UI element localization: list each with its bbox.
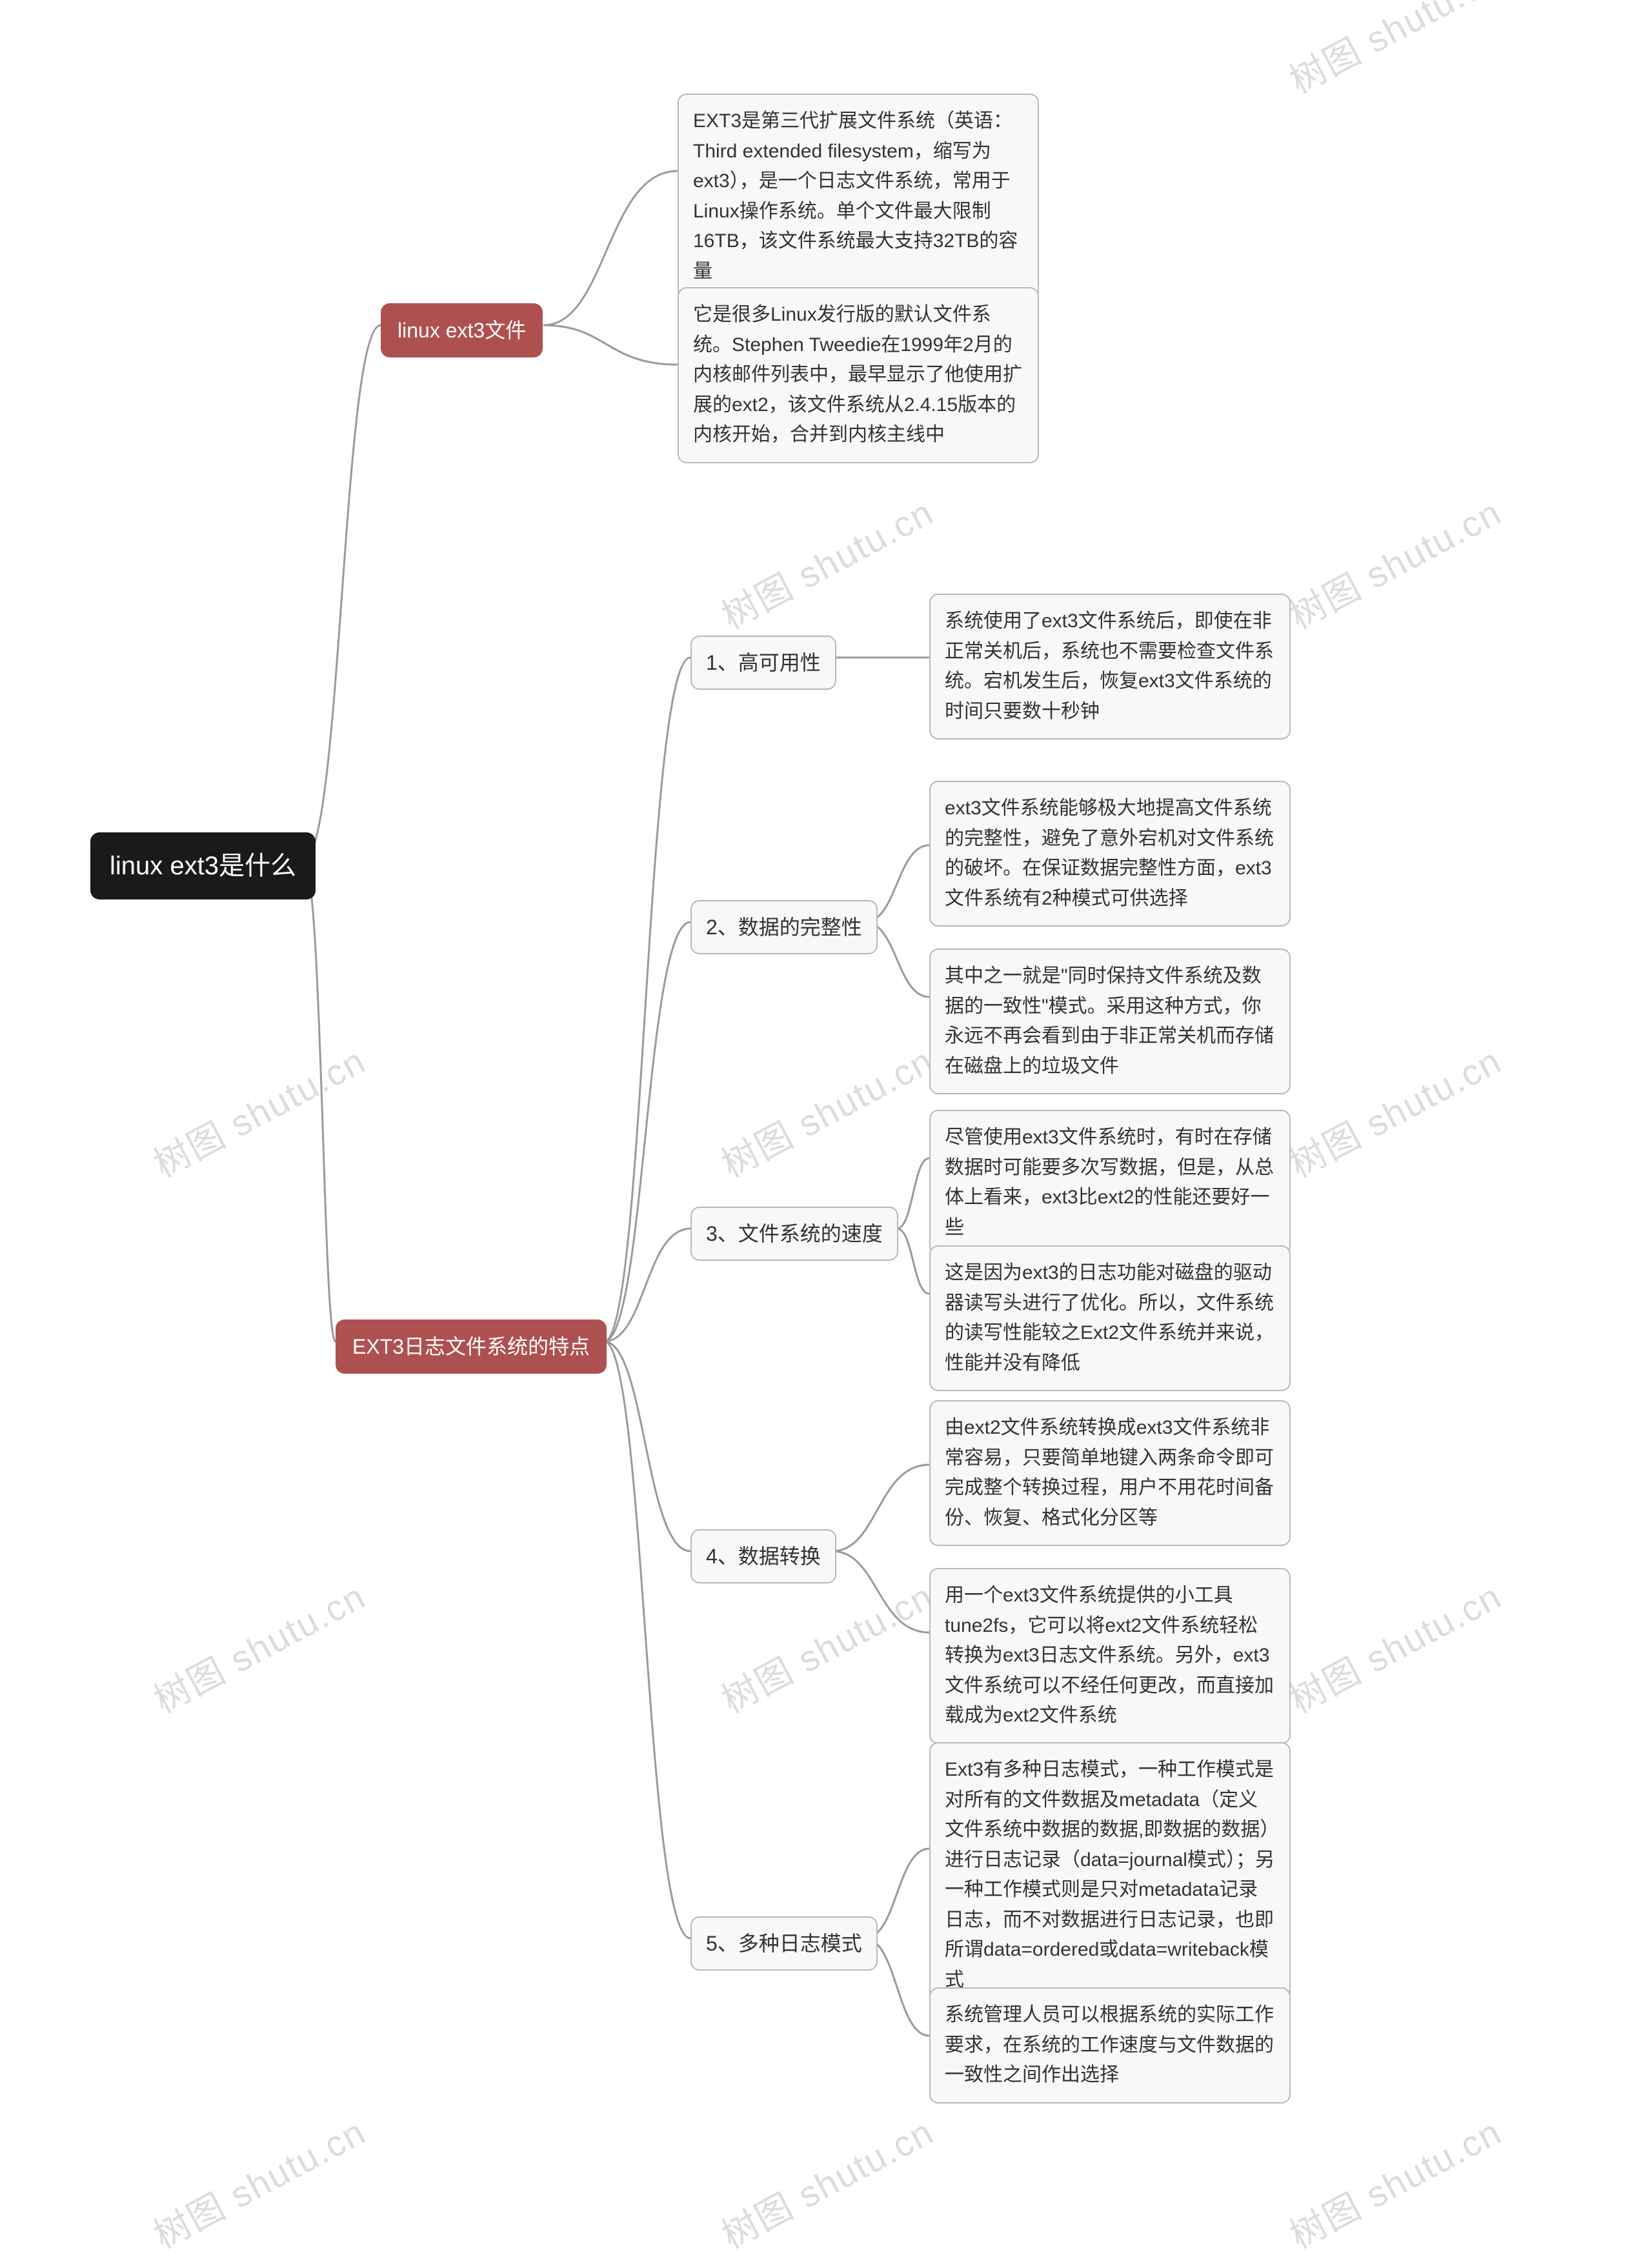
leaf-text: Ext3有多种日志模式，一种工作模式是对所有的文件数据及metadata（定义文… [945,1759,1274,1991]
watermark: 树图 shutu.cn [1279,0,1509,104]
leaf-text: 这是因为ext3的日志功能对磁盘的驱动器读写头进行了优化。所以，文件系统的读写性… [945,1262,1274,1374]
leaf-node[interactable]: 它是很多Linux发行版的默认文件系统。Stephen Tweedie在1999… [678,287,1039,463]
sub-availability[interactable]: 1、高可用性 [690,636,836,690]
root-node[interactable]: linux ext3是什么 [90,832,316,899]
branch-label: linux ext3文件 [398,319,526,342]
sub-label: 1、高可用性 [706,651,821,674]
watermark: 树图 shutu.cn [143,1032,374,1188]
leaf-text: ext3文件系统能够极大地提高文件系统的完整性，避免了意外宕机对文件系统的破坏。… [945,798,1274,909]
leaf-node[interactable]: 用一个ext3文件系统提供的小工具tune2fs，它可以将ext2文件系统轻松转… [929,1568,1291,1744]
watermark: 树图 shutu.cn [143,1568,374,1723]
watermark: 树图 shutu.cn [1279,484,1509,639]
leaf-text: 尽管使用ext3文件系统时，有时在存储数据时可能要多次写数据，但是，从总体上看来… [945,1127,1274,1238]
leaf-text: 系统管理人员可以根据系统的实际工作要求，在系统的工作速度与文件数据的一致性之间作… [945,2004,1274,2085]
sub-convert[interactable]: 4、数据转换 [690,1529,836,1583]
leaf-node[interactable]: ext3文件系统能够极大地提高文件系统的完整性，避免了意外宕机对文件系统的破坏。… [929,781,1291,927]
watermark: 树图 shutu.cn [1279,1568,1509,1723]
watermark: 树图 shutu.cn [711,484,942,639]
leaf-node[interactable]: 其中之一就是"同时保持文件系统及数据的一致性"模式。采用这种方式，你永远不再会看… [929,949,1291,1094]
leaf-node[interactable]: Ext3有多种日志模式，一种工作模式是对所有的文件数据及metadata（定义文… [929,1742,1291,2008]
sub-label: 3、文件系统的速度 [706,1222,883,1245]
watermark: 树图 shutu.cn [143,2103,374,2259]
sub-label: 5、多种日志模式 [706,1932,862,1955]
watermark: 树图 shutu.cn [711,1568,942,1723]
sub-speed[interactable]: 3、文件系统的速度 [690,1207,898,1261]
sub-journal-modes[interactable]: 5、多种日志模式 [690,1916,878,1971]
sub-integrity[interactable]: 2、数据的完整性 [690,900,878,954]
leaf-text: EXT3是第三代扩展文件系统（英语：Third extended filesys… [693,110,1018,282]
leaf-node[interactable]: 这是因为ext3的日志功能对磁盘的驱动器读写头进行了优化。所以，文件系统的读写性… [929,1245,1291,1391]
leaf-node[interactable]: EXT3是第三代扩展文件系统（英语：Third extended filesys… [678,94,1039,299]
sub-label: 4、数据转换 [706,1545,821,1568]
leaf-node[interactable]: 尽管使用ext3文件系统时，有时在存储数据时可能要多次写数据，但是，从总体上看来… [929,1110,1291,1256]
leaf-text: 系统使用了ext3文件系统后，即使在非正常关机后，系统也不需要检查文件系统。宕机… [945,610,1274,722]
leaf-text: 由ext2文件系统转换成ext3文件系统非常容易，只要简单地键入两条命令即可完成… [945,1417,1274,1529]
leaf-text: 它是很多Linux发行版的默认文件系统。Stephen Tweedie在1999… [693,304,1022,445]
leaf-node[interactable]: 系统使用了ext3文件系统后，即使在非正常关机后，系统也不需要检查文件系统。宕机… [929,594,1291,739]
leaf-node[interactable]: 由ext2文件系统转换成ext3文件系统非常容易，只要简单地键入两条命令即可完成… [929,1400,1291,1546]
sub-label: 2、数据的完整性 [706,916,862,939]
branch-ext3-file[interactable]: linux ext3文件 [381,303,543,357]
leaf-text: 其中之一就是"同时保持文件系统及数据的一致性"模式。采用这种方式，你永远不再会看… [945,965,1274,1077]
watermark: 树图 shutu.cn [1279,2103,1509,2259]
watermark: 树图 shutu.cn [1279,1032,1509,1188]
branch-ext3-features[interactable]: EXT3日志文件系统的特点 [336,1320,607,1374]
root-label: linux ext3是什么 [110,852,296,880]
watermark: 树图 shutu.cn [711,1032,942,1188]
leaf-text: 用一个ext3文件系统提供的小工具tune2fs，它可以将ext2文件系统轻松转… [945,1585,1274,1726]
watermark: 树图 shutu.cn [711,2103,942,2259]
leaf-node[interactable]: 系统管理人员可以根据系统的实际工作要求，在系统的工作速度与文件数据的一致性之间作… [929,1987,1291,2103]
branch-label: EXT3日志文件系统的特点 [352,1335,590,1358]
